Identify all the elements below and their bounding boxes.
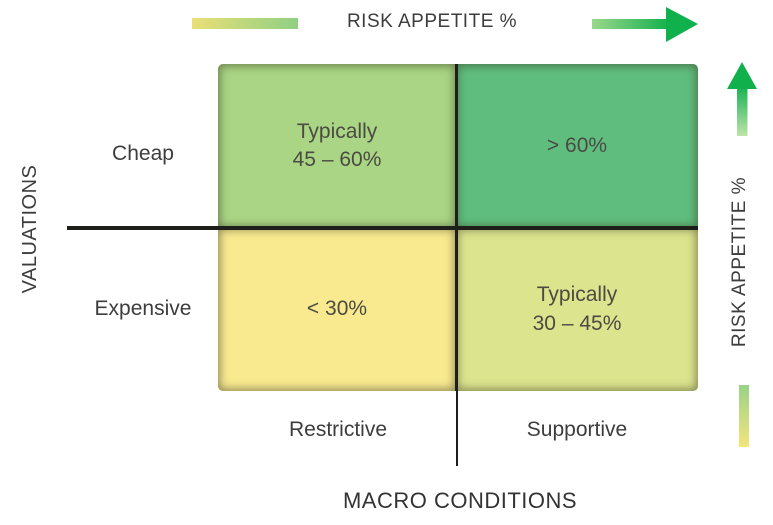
cell-cheap-supportive: > 60% [456, 64, 698, 228]
row-label-expensive: Expensive [94, 297, 192, 320]
cell-text: < 30% [306, 297, 368, 321]
quadrant-matrix: Typically 45 – 60% > 60% < 30% Typically… [218, 64, 698, 391]
column-label-supportive: Supportive [526, 418, 628, 441]
gradient-bar-top [192, 18, 298, 29]
top-axis-label: RISK APPETITE % [346, 11, 518, 32]
column-label-restrictive: Restrictive [288, 418, 388, 441]
cell-text: Typically [536, 283, 618, 307]
arrow-right-icon [592, 7, 698, 42]
horizontal-axis-line [67, 226, 698, 230]
cell-expensive-supportive: Typically 30 – 45% [456, 228, 698, 391]
cell-cheap-restrictive: Typically 45 – 60% [218, 64, 456, 228]
vertical-axis-line [455, 64, 458, 391]
cell-text: 30 – 45% [532, 311, 622, 335]
left-axis-label: VALUATIONS [19, 164, 41, 294]
cell-text: > 60% [546, 133, 608, 157]
bottom-axis-label: MACRO CONDITIONS [342, 488, 578, 513]
arrow-up-icon [727, 62, 757, 136]
right-axis-label: RISK APPETITE % [729, 176, 750, 348]
gradient-bar-right [739, 385, 749, 447]
row-label-cheap: Cheap [112, 142, 174, 165]
cell-expensive-restrictive: < 30% [218, 228, 456, 391]
cell-text: Typically [296, 119, 378, 143]
vertical-axis-line-tail [456, 391, 458, 466]
cell-text: 45 – 60% [292, 148, 382, 171]
